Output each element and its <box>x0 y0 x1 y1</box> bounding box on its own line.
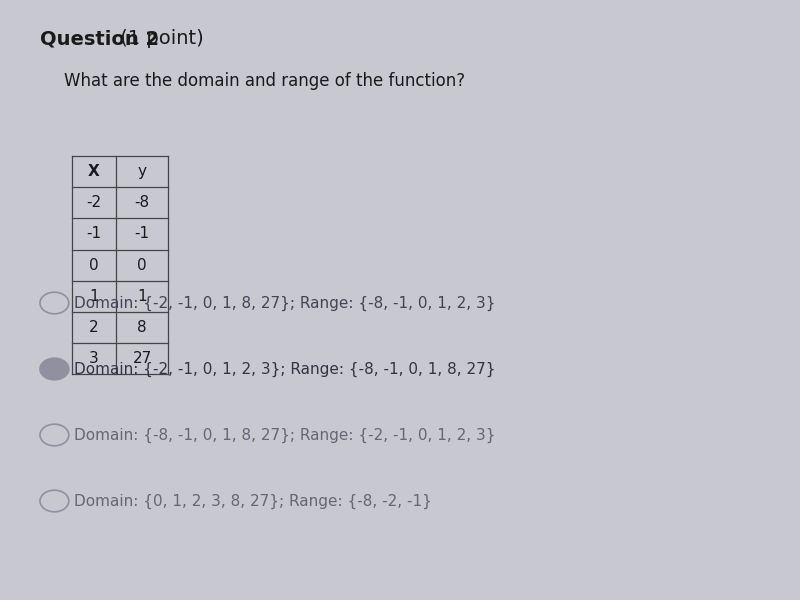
Text: y: y <box>138 164 146 179</box>
Text: -8: -8 <box>134 195 150 210</box>
Text: 3: 3 <box>89 351 99 366</box>
Text: 8: 8 <box>137 320 147 335</box>
Text: -2: -2 <box>86 195 102 210</box>
Text: Domain: {0, 1, 2, 3, 8, 27}; Range: {-8, -2, -1}: Domain: {0, 1, 2, 3, 8, 27}; Range: {-8,… <box>74 493 431 509</box>
Text: 0: 0 <box>89 258 99 272</box>
Text: 1: 1 <box>137 289 147 304</box>
Circle shape <box>40 358 69 380</box>
Text: 0: 0 <box>137 258 147 272</box>
Text: What are the domain and range of the function?: What are the domain and range of the fun… <box>64 72 465 90</box>
Text: 2: 2 <box>89 320 99 335</box>
Text: Question 2: Question 2 <box>40 29 159 49</box>
Text: 27: 27 <box>132 351 152 366</box>
Text: (1 point): (1 point) <box>114 29 203 49</box>
Text: X: X <box>88 164 100 179</box>
Text: Domain: {-2, -1, 0, 1, 8, 27}; Range: {-8, -1, 0, 1, 2, 3}: Domain: {-2, -1, 0, 1, 8, 27}; Range: {-… <box>74 295 495 311</box>
Text: Domain: {-8, -1, 0, 1, 8, 27}; Range: {-2, -1, 0, 1, 2, 3}: Domain: {-8, -1, 0, 1, 8, 27}; Range: {-… <box>74 427 495 443</box>
Text: 1: 1 <box>89 289 99 304</box>
Text: -1: -1 <box>134 226 150 241</box>
Text: -1: -1 <box>86 226 102 241</box>
Text: Domain: {-2, -1, 0, 1, 2, 3}; Range: {-8, -1, 0, 1, 8, 27}: Domain: {-2, -1, 0, 1, 2, 3}; Range: {-8… <box>74 361 495 377</box>
